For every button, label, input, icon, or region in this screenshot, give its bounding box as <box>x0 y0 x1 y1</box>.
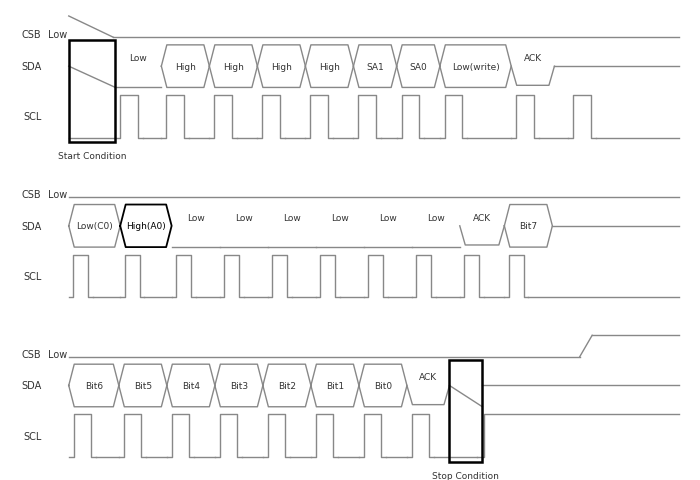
Text: SCL: SCL <box>23 112 41 122</box>
Text: Low: Low <box>331 213 349 222</box>
Text: High: High <box>271 62 292 72</box>
Text: Low: Low <box>48 349 67 359</box>
Text: SDA: SDA <box>21 62 41 72</box>
Bar <box>69 41 116 143</box>
Text: CSB: CSB <box>22 190 41 200</box>
Text: Low: Low <box>48 30 67 40</box>
Text: Low: Low <box>379 213 397 222</box>
Text: Low: Low <box>427 213 444 222</box>
Text: SDA: SDA <box>21 221 41 231</box>
Text: Bit2: Bit2 <box>278 381 296 390</box>
Text: High: High <box>319 62 340 72</box>
Text: Bit0: Bit0 <box>374 381 392 390</box>
Text: Bit7: Bit7 <box>519 222 538 231</box>
Text: Bit5: Bit5 <box>134 381 152 390</box>
Text: High: High <box>223 62 244 72</box>
Text: CSB: CSB <box>22 349 41 359</box>
Text: Bit1: Bit1 <box>326 381 344 390</box>
Text: Low(write): Low(write) <box>452 62 499 72</box>
Text: SCL: SCL <box>23 271 41 281</box>
Text: SA0: SA0 <box>410 62 427 72</box>
Text: Start Condition: Start Condition <box>58 152 126 161</box>
Text: ACK: ACK <box>524 54 542 63</box>
Text: SDA: SDA <box>21 381 41 391</box>
Text: Stop Condition: Stop Condition <box>433 471 499 480</box>
Text: Low: Low <box>283 213 300 222</box>
Text: Low: Low <box>187 213 204 222</box>
Text: Bit3: Bit3 <box>230 381 248 390</box>
Text: ACK: ACK <box>473 213 491 222</box>
Text: Bit4: Bit4 <box>182 381 199 390</box>
Text: ACK: ACK <box>419 372 438 382</box>
Text: Low: Low <box>234 213 253 222</box>
Text: Low: Low <box>48 190 67 200</box>
Text: High(A0): High(A0) <box>126 222 166 231</box>
Text: CSB: CSB <box>22 30 41 40</box>
Text: SCL: SCL <box>23 431 41 441</box>
Text: Low(C0): Low(C0) <box>76 222 113 231</box>
Text: Bit6: Bit6 <box>85 381 103 390</box>
Text: SA1: SA1 <box>366 62 384 72</box>
Text: Low: Low <box>130 54 147 63</box>
Bar <box>449 360 482 462</box>
Text: High: High <box>175 62 196 72</box>
Polygon shape <box>120 205 172 248</box>
